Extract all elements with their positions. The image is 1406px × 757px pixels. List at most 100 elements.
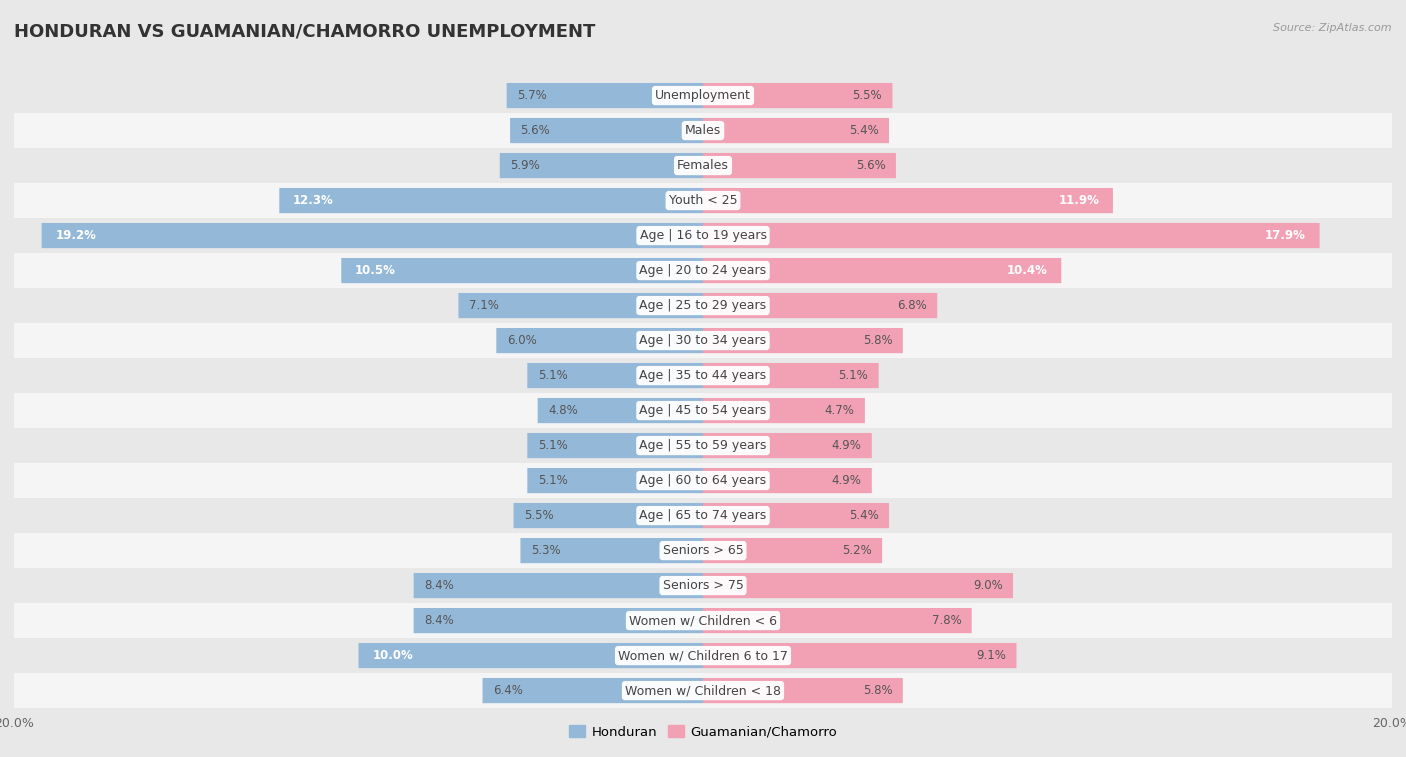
Text: 5.1%: 5.1% <box>537 439 568 452</box>
Text: Age | 65 to 74 years: Age | 65 to 74 years <box>640 509 766 522</box>
Bar <box>14 148 1392 183</box>
FancyBboxPatch shape <box>280 188 703 213</box>
Text: 19.2%: 19.2% <box>55 229 96 242</box>
Text: 10.5%: 10.5% <box>356 264 396 277</box>
Text: Age | 20 to 24 years: Age | 20 to 24 years <box>640 264 766 277</box>
Text: 6.4%: 6.4% <box>494 684 523 697</box>
FancyBboxPatch shape <box>703 118 889 143</box>
FancyBboxPatch shape <box>458 293 703 318</box>
Text: 9.1%: 9.1% <box>976 649 1007 662</box>
Bar <box>14 533 1392 568</box>
Bar <box>14 638 1392 673</box>
Text: 6.0%: 6.0% <box>506 334 537 347</box>
Bar <box>14 673 1392 708</box>
Bar <box>14 568 1392 603</box>
FancyBboxPatch shape <box>496 328 703 354</box>
Text: 4.9%: 4.9% <box>831 439 862 452</box>
FancyBboxPatch shape <box>703 433 872 458</box>
Text: 5.6%: 5.6% <box>520 124 550 137</box>
FancyBboxPatch shape <box>703 573 1012 598</box>
FancyBboxPatch shape <box>413 608 703 633</box>
FancyBboxPatch shape <box>703 153 896 178</box>
Text: Source: ZipAtlas.com: Source: ZipAtlas.com <box>1274 23 1392 33</box>
Text: 11.9%: 11.9% <box>1059 194 1099 207</box>
Text: 5.1%: 5.1% <box>537 474 568 487</box>
FancyBboxPatch shape <box>520 538 703 563</box>
Text: Age | 60 to 64 years: Age | 60 to 64 years <box>640 474 766 487</box>
Bar <box>14 463 1392 498</box>
Text: 5.3%: 5.3% <box>531 544 561 557</box>
Text: 10.0%: 10.0% <box>373 649 413 662</box>
FancyBboxPatch shape <box>703 538 882 563</box>
Text: 5.5%: 5.5% <box>852 89 882 102</box>
FancyBboxPatch shape <box>413 573 703 598</box>
Text: Age | 16 to 19 years: Age | 16 to 19 years <box>640 229 766 242</box>
FancyBboxPatch shape <box>703 83 893 108</box>
FancyBboxPatch shape <box>527 433 703 458</box>
FancyBboxPatch shape <box>703 188 1114 213</box>
Text: Women w/ Children 6 to 17: Women w/ Children 6 to 17 <box>619 649 787 662</box>
Text: 5.1%: 5.1% <box>537 369 568 382</box>
Text: 8.4%: 8.4% <box>425 579 454 592</box>
FancyBboxPatch shape <box>703 468 872 493</box>
Text: 7.1%: 7.1% <box>468 299 499 312</box>
Text: 5.4%: 5.4% <box>849 124 879 137</box>
Text: Women w/ Children < 6: Women w/ Children < 6 <box>628 614 778 627</box>
FancyBboxPatch shape <box>703 328 903 354</box>
Bar <box>14 288 1392 323</box>
Bar <box>14 428 1392 463</box>
FancyBboxPatch shape <box>703 223 1320 248</box>
Text: Age | 25 to 29 years: Age | 25 to 29 years <box>640 299 766 312</box>
FancyBboxPatch shape <box>482 678 703 703</box>
Text: 5.2%: 5.2% <box>842 544 872 557</box>
FancyBboxPatch shape <box>703 503 889 528</box>
Text: Age | 55 to 59 years: Age | 55 to 59 years <box>640 439 766 452</box>
Text: Females: Females <box>678 159 728 172</box>
Text: 5.1%: 5.1% <box>838 369 869 382</box>
FancyBboxPatch shape <box>703 608 972 633</box>
Text: Age | 35 to 44 years: Age | 35 to 44 years <box>640 369 766 382</box>
Text: 10.4%: 10.4% <box>1007 264 1047 277</box>
Text: 5.5%: 5.5% <box>524 509 554 522</box>
Text: 5.9%: 5.9% <box>510 159 540 172</box>
Text: 12.3%: 12.3% <box>292 194 333 207</box>
FancyBboxPatch shape <box>703 398 865 423</box>
FancyBboxPatch shape <box>499 153 703 178</box>
Text: 4.8%: 4.8% <box>548 404 578 417</box>
Bar <box>14 393 1392 428</box>
FancyBboxPatch shape <box>537 398 703 423</box>
Text: 5.6%: 5.6% <box>856 159 886 172</box>
Text: Males: Males <box>685 124 721 137</box>
FancyBboxPatch shape <box>703 643 1017 668</box>
FancyBboxPatch shape <box>510 118 703 143</box>
FancyBboxPatch shape <box>703 678 903 703</box>
Text: 5.8%: 5.8% <box>863 334 893 347</box>
Bar <box>14 603 1392 638</box>
Text: 5.4%: 5.4% <box>849 509 879 522</box>
Text: Age | 45 to 54 years: Age | 45 to 54 years <box>640 404 766 417</box>
Text: 8.4%: 8.4% <box>425 614 454 627</box>
FancyBboxPatch shape <box>703 258 1062 283</box>
FancyBboxPatch shape <box>513 503 703 528</box>
Text: 5.7%: 5.7% <box>517 89 547 102</box>
Bar <box>14 113 1392 148</box>
FancyBboxPatch shape <box>42 223 703 248</box>
Bar <box>14 218 1392 253</box>
Bar <box>14 358 1392 393</box>
Text: 5.8%: 5.8% <box>863 684 893 697</box>
Text: Seniors > 75: Seniors > 75 <box>662 579 744 592</box>
FancyBboxPatch shape <box>527 363 703 388</box>
Legend: Honduran, Guamanian/Chamorro: Honduran, Guamanian/Chamorro <box>564 720 842 744</box>
FancyBboxPatch shape <box>506 83 703 108</box>
Text: Age | 30 to 34 years: Age | 30 to 34 years <box>640 334 766 347</box>
Text: 4.9%: 4.9% <box>831 474 862 487</box>
FancyBboxPatch shape <box>359 643 703 668</box>
Text: 4.7%: 4.7% <box>825 404 855 417</box>
FancyBboxPatch shape <box>703 363 879 388</box>
Text: Youth < 25: Youth < 25 <box>669 194 737 207</box>
Text: 9.0%: 9.0% <box>973 579 1002 592</box>
Bar <box>14 323 1392 358</box>
Text: Unemployment: Unemployment <box>655 89 751 102</box>
Bar <box>14 78 1392 113</box>
Bar <box>14 498 1392 533</box>
